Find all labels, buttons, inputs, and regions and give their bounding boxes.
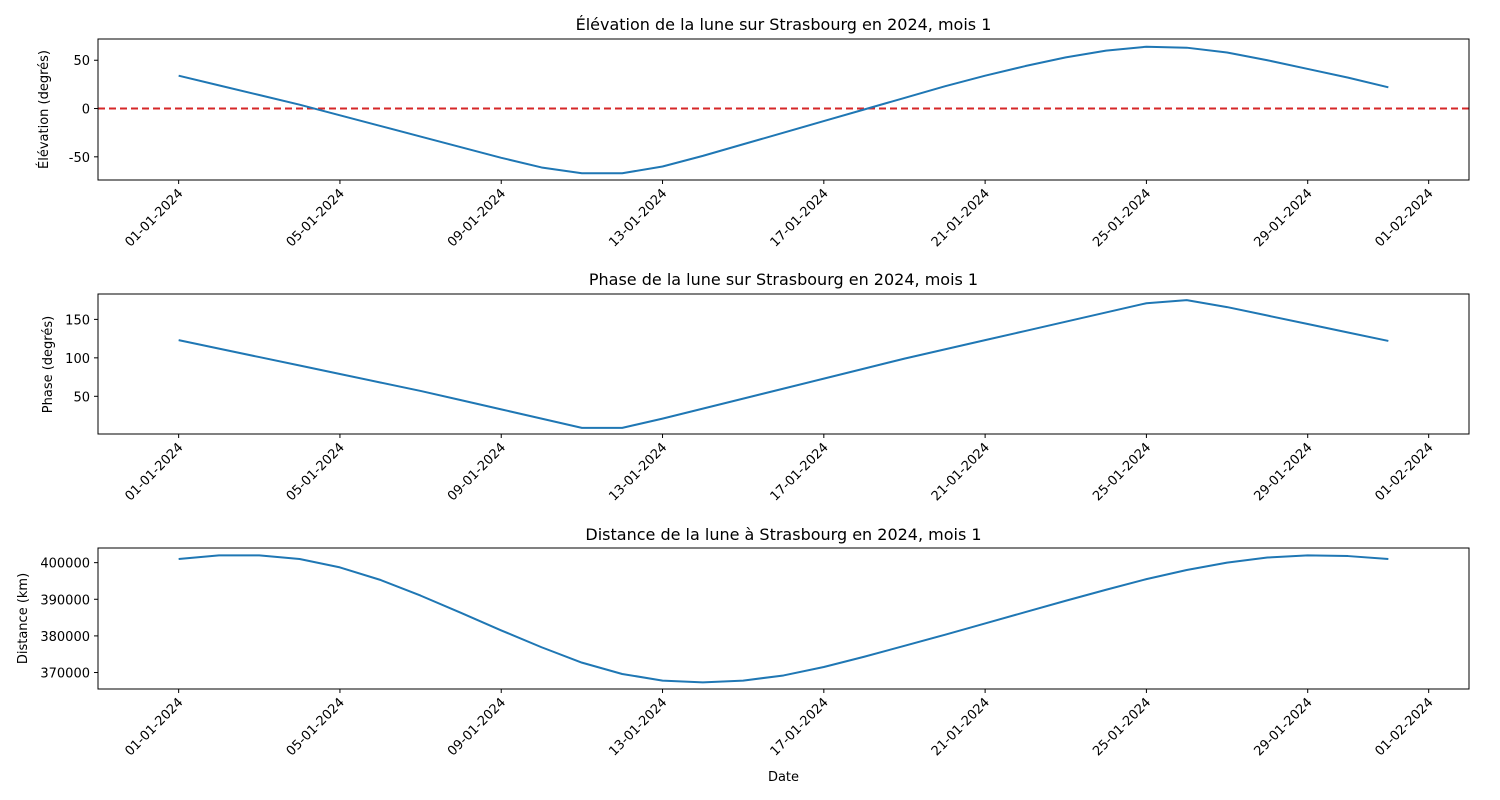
distance-ylabel: Distance (km) <box>16 573 31 664</box>
phase-ylabel: Phase (degrés) <box>41 316 56 413</box>
distance-y-tick-label: 390000 <box>40 593 90 608</box>
x-axis-label: Date <box>768 770 799 785</box>
distance-y-tick-label: 400000 <box>40 557 90 572</box>
phase-y-tick-label: 100 <box>65 352 90 367</box>
phase-y-tick-label: 50 <box>73 390 90 405</box>
phase-axes-frame <box>97 293 1470 435</box>
elevation-axes-frame <box>97 38 1470 181</box>
distance-axes-frame <box>97 547 1470 690</box>
elevation-y-tick-label: 0 <box>82 103 90 118</box>
phase-y-tick-label: 150 <box>65 313 90 328</box>
elevation-title: Élévation de la lune sur Strasbourg en 2… <box>576 15 992 34</box>
elevation-y-tick-label: -50 <box>69 151 90 166</box>
distance-title: Distance de la lune à Strasbourg en 2024… <box>585 525 981 544</box>
distance-y-tick-label: 380000 <box>40 630 90 645</box>
distance-y-tick-label: 370000 <box>40 667 90 682</box>
phase-title: Phase de la lune sur Strasbourg en 2024,… <box>589 270 978 289</box>
elevation-y-tick-label: 50 <box>73 54 90 69</box>
distance-series-line <box>178 554 1389 684</box>
phase-series-line <box>178 299 1389 429</box>
elevation-ylabel: Élévation (degrés) <box>36 50 52 169</box>
elevation-series-line <box>178 45 1389 175</box>
